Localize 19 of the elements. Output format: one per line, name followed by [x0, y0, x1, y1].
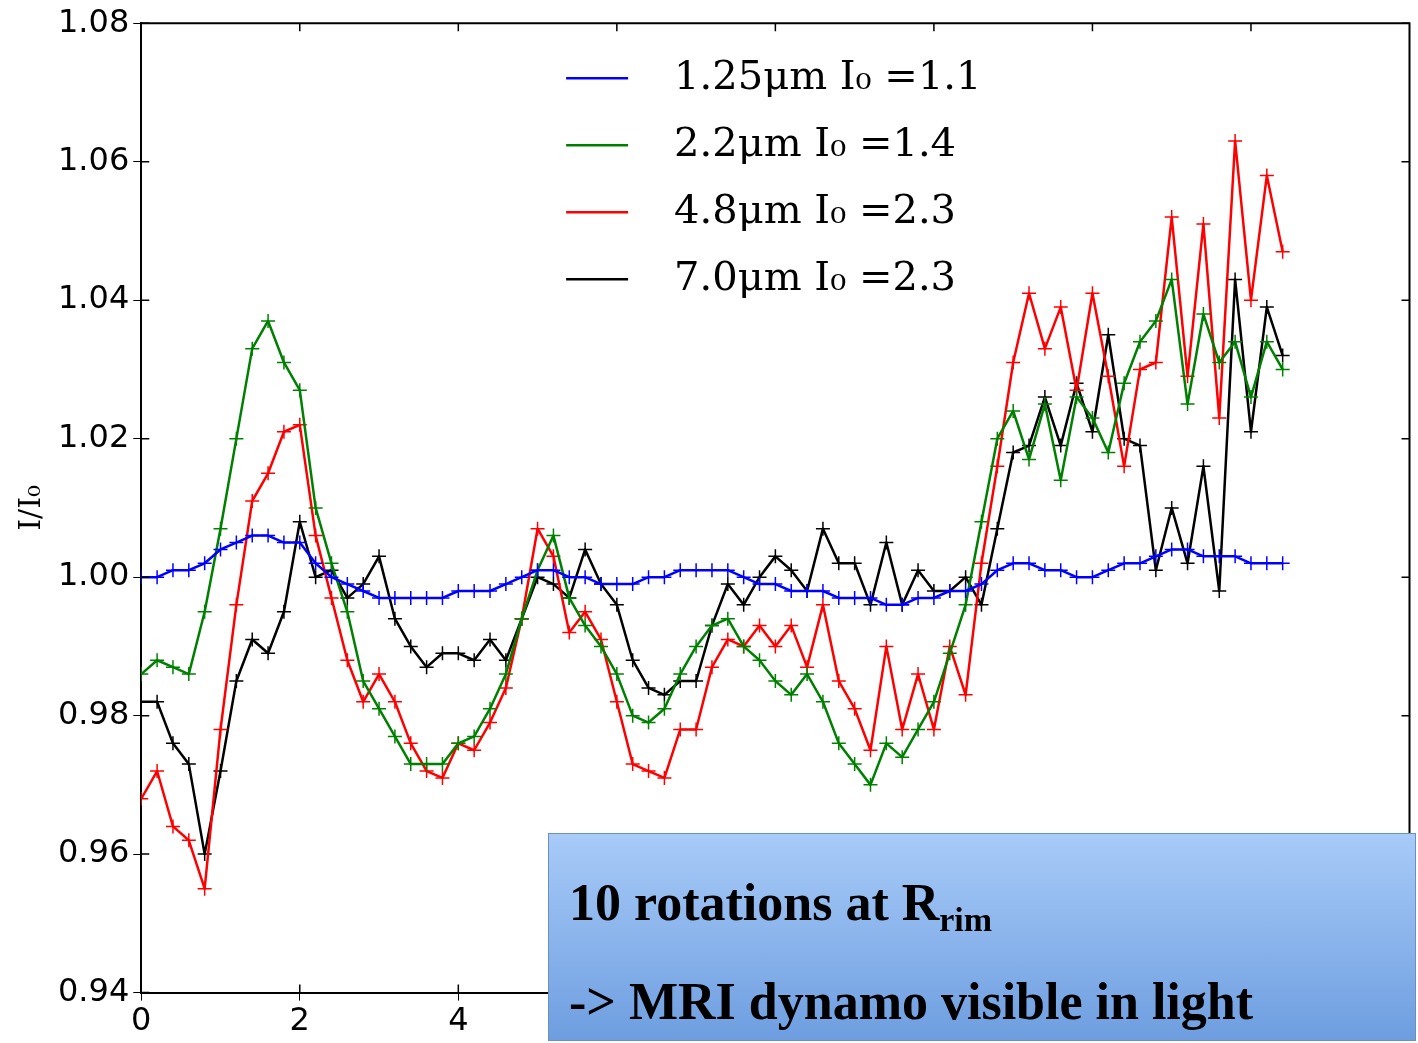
legend-label: 7.0μm I₀ =2.3 — [674, 252, 957, 299]
x-tick-label: 2 — [289, 1000, 310, 1039]
y-tick-label: 1.00 — [58, 555, 130, 594]
annotation: 10 rotations at R$_{rim}$ — [569, 873, 994, 941]
y-tick-label: 1.02 — [58, 416, 130, 455]
y-tick-label: 1.08 — [58, 1, 130, 40]
y-axis-title: I/I₀ — [11, 484, 47, 531]
x-tick-label: 0 — [131, 1000, 152, 1039]
text-box: 10 rotations at R$_{rim}$ -> MRI dynamo visible in light — [548, 833, 1416, 1041]
y-tick-label: 0.94 — [58, 970, 130, 1009]
y-tick-label: 0.96 — [58, 832, 130, 871]
legend-label: 1.25μm I₀ =1.1 — [674, 51, 982, 98]
y-tick-label: 1.06 — [58, 140, 130, 178]
y-tick-label: 1.04 — [58, 278, 130, 317]
x-tick-label: 4 — [448, 1000, 469, 1039]
legend-label: 2.2μm I₀ =1.4 — [674, 118, 957, 165]
y-tick-label: 0.98 — [58, 693, 130, 732]
legend-label: 4.8μm I₀ =2.3 — [674, 185, 957, 232]
annotation: -> MRI dynamo visible in light — [569, 972, 1255, 1033]
